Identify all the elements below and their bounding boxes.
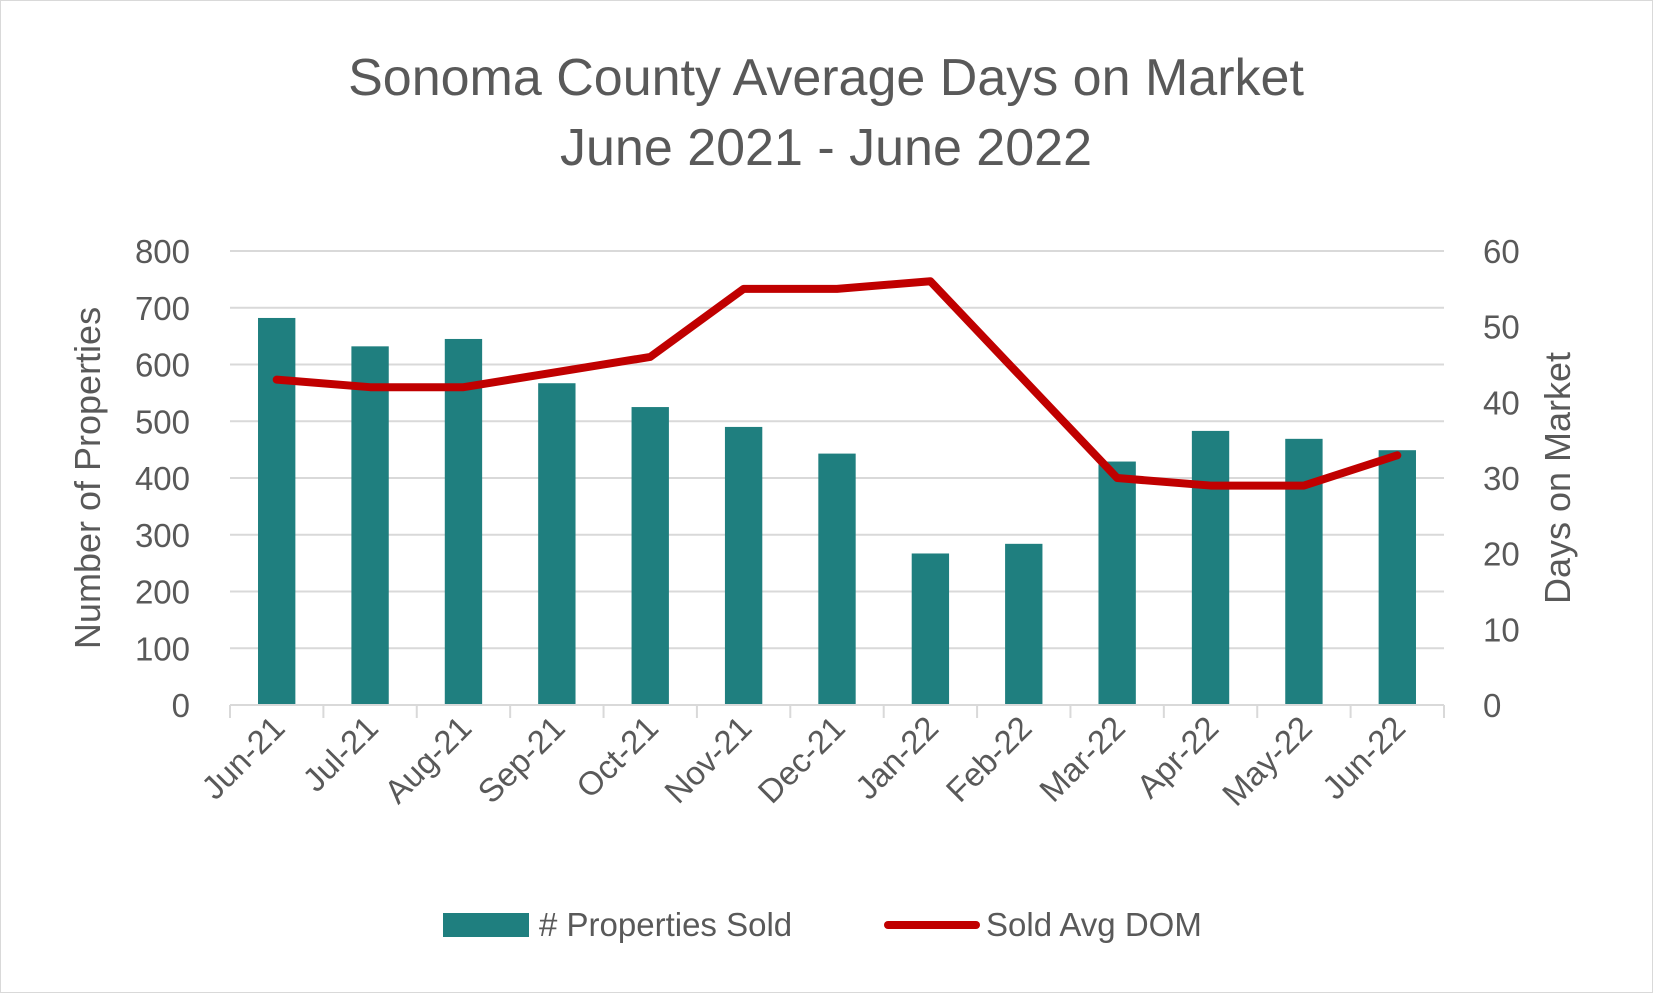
y-tick-label: 100 bbox=[135, 630, 190, 667]
line-point-Apr-22 bbox=[1210, 485, 1212, 487]
bar-Aug-21 bbox=[444, 338, 483, 705]
x-tick-label: Feb-22 bbox=[939, 709, 1039, 809]
bar-Jul-21 bbox=[351, 346, 389, 705]
bar-Dec-21 bbox=[818, 453, 856, 705]
gridlines bbox=[230, 250, 1444, 650]
y-tick-label: 500 bbox=[135, 403, 190, 440]
line-point-May-22 bbox=[1303, 485, 1305, 487]
bar-Jan-22 bbox=[911, 553, 950, 705]
bar-Oct-21 bbox=[631, 407, 669, 705]
x-tick-label: Jan-22 bbox=[848, 709, 946, 807]
x-axis bbox=[229, 704, 1445, 718]
left-axis-ticks: 0 100 200 300 400 500 600 700 800 bbox=[135, 233, 190, 724]
legend-label-bars: # Properties Sold bbox=[539, 906, 792, 943]
y-tick-label: 200 bbox=[135, 574, 190, 611]
bar-Apr-22 bbox=[1191, 430, 1230, 705]
chart-subtitle: June 2021 - June 2022 bbox=[560, 119, 1092, 177]
y2-tick-label: 60 bbox=[1483, 233, 1520, 270]
x-tick-label: Sep-21 bbox=[470, 709, 571, 810]
line-point-Sep-21 bbox=[556, 371, 558, 373]
x-tick-label: Nov-21 bbox=[657, 709, 758, 810]
y2-axis-title: Days on Market bbox=[1537, 352, 1578, 604]
x-tick-label: Mar-22 bbox=[1032, 709, 1132, 809]
line-point-Oct-21 bbox=[649, 356, 651, 358]
legend: # Properties Sold Sold Avg DOM bbox=[443, 906, 1202, 943]
x-tick-label: Oct-21 bbox=[569, 709, 665, 805]
line-series bbox=[272, 277, 1402, 490]
y2-tick-label: 20 bbox=[1483, 536, 1520, 573]
y-tick-label: 800 bbox=[135, 233, 190, 270]
y2-tick-label: 0 bbox=[1483, 687, 1501, 724]
bar-Feb-22 bbox=[1005, 543, 1043, 705]
x-tick-label: Jun-21 bbox=[194, 709, 292, 807]
line-point-Jan-22 bbox=[929, 280, 931, 282]
y2-tick-label: 50 bbox=[1483, 309, 1520, 346]
x-tick-label: Aug-21 bbox=[377, 709, 478, 810]
x-axis-labels: Jun-21 Jul-21Aug-21Sep-21Oct-21Nov-21Dec-… bbox=[194, 709, 1412, 813]
legend-label-line: Sold Avg DOM bbox=[986, 906, 1202, 943]
y-axis-title: Number of Properties bbox=[67, 307, 108, 649]
y-tick-label: 300 bbox=[135, 517, 190, 554]
y2-tick-label: 10 bbox=[1483, 611, 1520, 648]
y-tick-label: 0 bbox=[172, 687, 190, 724]
y-tick-label: 700 bbox=[135, 290, 190, 327]
right-axis-ticks: 0 10 20 30 40 50 60 bbox=[1483, 233, 1520, 724]
y2-tick-label: 40 bbox=[1483, 384, 1520, 421]
bar-Mar-22 bbox=[1098, 461, 1136, 705]
legend-swatch-bars bbox=[443, 913, 529, 937]
line-point-Mar-22 bbox=[1116, 477, 1118, 479]
x-tick-label: Jun-22 bbox=[1315, 709, 1413, 807]
y-tick-label: 600 bbox=[135, 347, 190, 384]
line-point-Jun-21 bbox=[276, 379, 278, 381]
y-tick-label: 400 bbox=[135, 460, 190, 497]
x-tick-label: Dec-21 bbox=[751, 709, 852, 810]
line-point-Dec-21 bbox=[836, 288, 838, 290]
line-point-Aug-21 bbox=[462, 386, 464, 388]
x-tick-label: May-22 bbox=[1215, 709, 1319, 813]
x-tick-label: Apr-22 bbox=[1129, 709, 1225, 805]
line-point-Jun-22 bbox=[1396, 454, 1398, 456]
bar-series bbox=[258, 317, 1416, 705]
line-point-Jul-21 bbox=[369, 386, 371, 388]
bar-Nov-21 bbox=[724, 426, 763, 705]
y2-tick-label: 30 bbox=[1483, 460, 1520, 497]
line-point-Feb-22 bbox=[1023, 379, 1025, 381]
x-tick-label: Jul-21 bbox=[295, 709, 385, 799]
line-point-Nov-21 bbox=[743, 288, 745, 290]
bar-Sep-21 bbox=[538, 383, 576, 705]
bar-Jun-22 bbox=[1378, 450, 1416, 705]
chart-title: Sonoma County Average Days on Market bbox=[348, 49, 1304, 107]
